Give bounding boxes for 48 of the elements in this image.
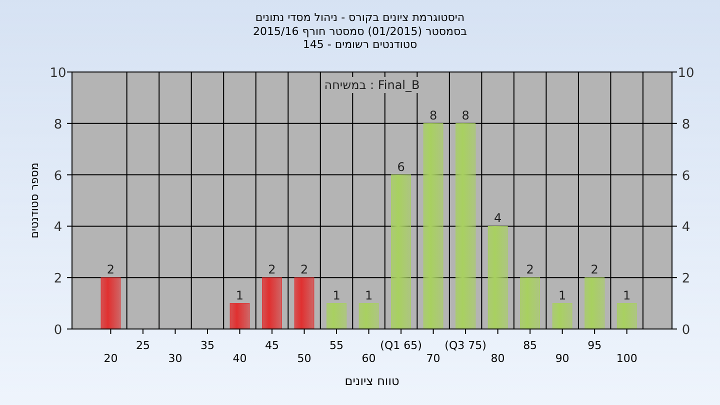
data-label: 4 [494,211,502,226]
y-tick-label: 10 [50,66,66,81]
x-tick-label: 25 [136,339,150,352]
x-tick-label: 80 [490,352,505,365]
x-tick-label: 95 [588,339,602,352]
data-label: 8 [462,108,470,122]
data-label: 2 [268,262,276,277]
data-label: 6 [397,160,405,174]
x-tick-label: 70 [426,352,440,365]
data-label: 1 [623,288,631,302]
x-tick-label: 55 [330,339,344,352]
x-tick-label: 50 [297,352,312,365]
x-tick-label: 40 [232,352,247,365]
y-tick-label: 2 [54,272,62,287]
data-label: 1 [236,288,244,302]
chart-title: היסטוגרמת ציונים בקורס - ניהול מסדי נתונים [255,11,465,24]
data-label: 1 [332,288,340,302]
x-tick-label: 20 [104,352,118,365]
annotation: במשיחה : Final_B [324,78,420,92]
y-tick-label: 8 [54,117,62,132]
data-label: 1 [558,288,566,302]
x-tick-label: (Q1 65) [380,339,422,352]
x-tick-label: 85 [523,339,538,352]
x-tick-label: 35 [200,339,214,352]
x-tick-label: (Q3 75) [444,339,486,352]
y2-tick-label: 0 [682,323,690,338]
y-tick-label: 4 [54,220,62,236]
y2-tick-label: 4 [682,220,690,236]
x-axis-title: טווח ציונים [344,374,400,388]
data-label: 2 [526,262,534,277]
y2-tick-label: 8 [682,117,690,132]
y-tick-label: 6 [54,168,62,184]
chart-subtitle: בסמסטר (01/2015) סמסטר חורף 2015/16 סטודנטים רשומים - 145 [253,25,467,51]
data-label: 8 [429,108,438,122]
y2-tick-label: 10 [678,66,694,81]
y-axis-title: מספר סטודנטים [28,162,41,238]
y-tick-label: 0 [54,323,62,338]
y2-tick-label: 6 [682,168,690,184]
x-tick-label: 30 [168,352,182,365]
x-tick-label: 90 [555,352,570,365]
y2-tick-label: 2 [682,272,690,287]
data-label: 2 [300,262,308,277]
data-label: 1 [364,288,373,302]
x-tick-label: 45 [265,339,279,352]
x-tick-label: 60 [362,352,376,365]
data-label: 2 [590,262,598,277]
data-label: 2 [106,262,115,277]
x-tick-label: 100 [616,352,638,365]
